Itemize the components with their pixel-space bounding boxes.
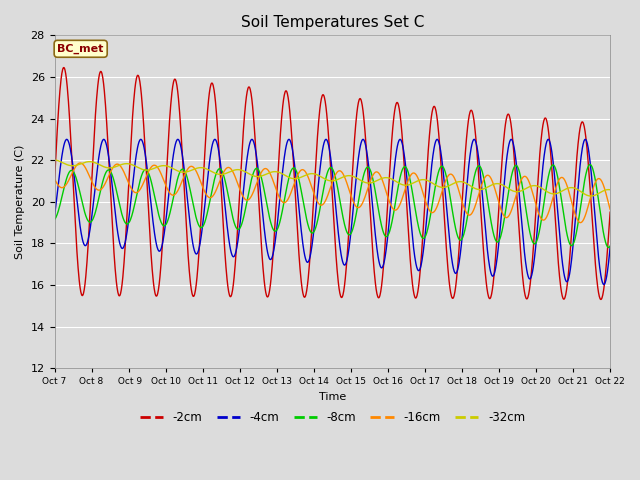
- Y-axis label: Soil Temperature (C): Soil Temperature (C): [15, 144, 25, 259]
- X-axis label: Time: Time: [319, 392, 346, 402]
- Text: BC_met: BC_met: [58, 44, 104, 54]
- Legend: -2cm, -4cm, -8cm, -16cm, -32cm: -2cm, -4cm, -8cm, -16cm, -32cm: [135, 407, 530, 429]
- Title: Soil Temperatures Set C: Soil Temperatures Set C: [241, 15, 424, 30]
